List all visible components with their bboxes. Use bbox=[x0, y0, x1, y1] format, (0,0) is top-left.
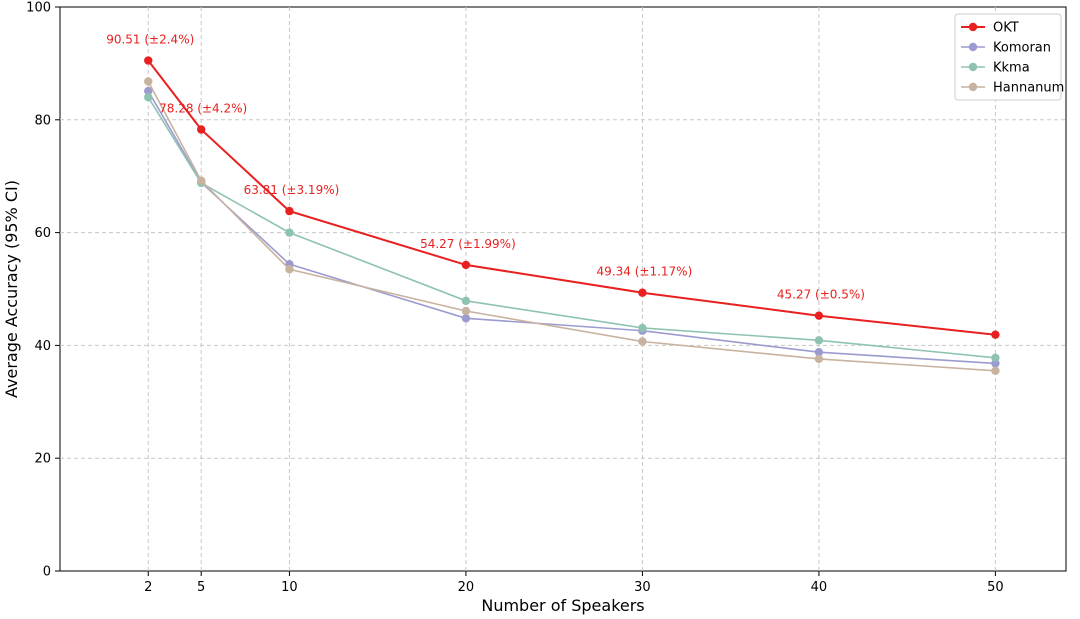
data-point bbox=[461, 260, 471, 270]
annotation-label: 45.27 (±0.5%) bbox=[777, 288, 865, 302]
data-point bbox=[144, 56, 153, 65]
annotation-label: 54.27 (±1.99%) bbox=[420, 237, 516, 251]
data-point bbox=[461, 306, 471, 316]
series-okt bbox=[144, 56, 1000, 339]
x-tick-label: 10 bbox=[281, 580, 298, 595]
annotation-label: 90.51 (±2.4%) bbox=[106, 33, 194, 47]
x-axis-title: Number of Speakers bbox=[481, 596, 644, 615]
y-tick-label: 40 bbox=[34, 339, 51, 354]
data-point bbox=[461, 314, 471, 323]
data-point bbox=[638, 323, 647, 333]
legend-marker bbox=[968, 62, 978, 72]
data-point bbox=[144, 77, 153, 86]
data-point bbox=[814, 311, 824, 320]
data-point bbox=[196, 125, 206, 134]
x-tick-label: 50 bbox=[987, 580, 1004, 595]
x-tick-label: 30 bbox=[634, 580, 651, 595]
series-layer bbox=[144, 56, 1000, 375]
legend-marker bbox=[968, 82, 978, 92]
data-point bbox=[461, 296, 471, 306]
annotation-label: 78.28 (±4.2%) bbox=[159, 102, 247, 116]
data-point bbox=[638, 288, 647, 297]
data-point bbox=[991, 353, 1000, 363]
legend-marker bbox=[968, 22, 978, 32]
legend-label: Komoran bbox=[993, 41, 1051, 56]
legend-item-komoran: Komoran bbox=[961, 41, 1051, 56]
plot-area bbox=[59, 6, 1067, 572]
data-point bbox=[814, 354, 824, 364]
y-tick-label: 20 bbox=[34, 452, 51, 467]
axes: 2 5 10 20 30 40 50 0 20 40 60 80 100 bbox=[26, 1, 1004, 596]
legend-item-hannanum: Hannanum bbox=[961, 81, 1064, 96]
x-tick-label: 40 bbox=[811, 580, 828, 595]
y-tick-label: 80 bbox=[34, 113, 51, 128]
legend-label: Kkma bbox=[993, 61, 1030, 76]
data-point bbox=[814, 347, 824, 357]
y-axis-title: Average Accuracy (95% CI) bbox=[2, 180, 21, 398]
annotations: 90.51 (±2.4%) 78.28 (±4.2%) 63.81 (±3.19%)… bbox=[106, 33, 865, 302]
data-point bbox=[144, 86, 153, 96]
legend-item-kkma: Kkma bbox=[961, 61, 1030, 76]
legend: OKT Komoran Kkma Hannanum bbox=[954, 13, 1064, 101]
y-tick-label: 60 bbox=[34, 226, 51, 241]
data-point bbox=[285, 228, 294, 237]
legend-box bbox=[954, 13, 1062, 101]
x-tick-label: 5 bbox=[197, 580, 205, 595]
series-hannanum bbox=[144, 77, 1000, 375]
data-point bbox=[285, 206, 294, 216]
y-tick-label: 0 bbox=[43, 565, 51, 580]
data-point bbox=[991, 366, 1000, 375]
data-point bbox=[196, 176, 206, 185]
annotation-label: 63.81 (±3.19%) bbox=[244, 183, 340, 197]
legend-label: OKT bbox=[993, 21, 1019, 36]
data-point bbox=[285, 265, 294, 274]
data-point bbox=[991, 330, 1000, 339]
legend-marker bbox=[968, 42, 978, 52]
legend-item-okt: OKT bbox=[961, 21, 1019, 36]
x-tick-label: 20 bbox=[458, 580, 475, 595]
legend-label: Hannanum bbox=[993, 81, 1064, 96]
data-point bbox=[638, 337, 647, 346]
data-point bbox=[144, 93, 153, 102]
annotation-label: 49.34 (±1.17%) bbox=[597, 265, 693, 279]
x-tick-label: 2 bbox=[144, 580, 152, 595]
data-point bbox=[814, 336, 824, 345]
y-tick-label: 100 bbox=[26, 1, 51, 16]
